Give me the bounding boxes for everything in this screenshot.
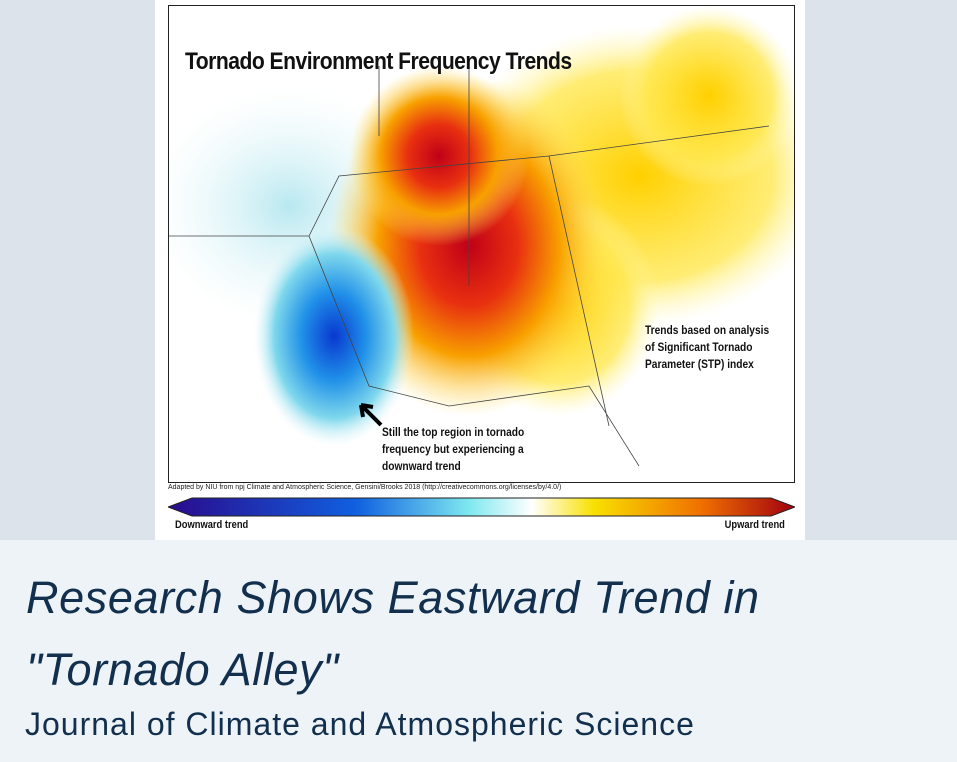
caption: Research Shows Eastward Trend in "Tornad… [0,540,957,762]
legend-high-label: Upward trend [724,519,785,531]
arrow-icon [359,403,383,427]
legend-low-label: Downward trend [175,519,249,531]
attribution: Adapted by NIU from npj Climate and Atmo… [168,484,562,491]
note-line: of Significant Tornado [645,340,753,354]
note-line: frequency but experiencing a [382,442,524,456]
stp-note: Trends based on analysis of Significant … [645,322,769,373]
map-heatmap [169,6,794,467]
map-title: Tornado Environment Frequency Trends [185,48,572,75]
trend-map: Tornado Environment Frequency Trends Tre… [168,5,795,483]
note-line: downward trend [382,459,461,473]
note-line: Still the top region in tornado [382,425,525,439]
article-source: Journal of Climate and Atmospheric Scien… [25,706,695,742]
legend-colorbar [168,497,795,517]
note-line: Parameter (STP) index [645,357,754,371]
article-headline[interactable]: Research Shows Eastward Trend in "Tornad… [26,572,760,695]
arrow-note: Still the top region in tornado frequenc… [382,424,524,475]
note-line: Trends based on analysis [645,323,770,337]
article-image[interactable]: Tornado Environment Frequency Trends Tre… [155,0,805,540]
